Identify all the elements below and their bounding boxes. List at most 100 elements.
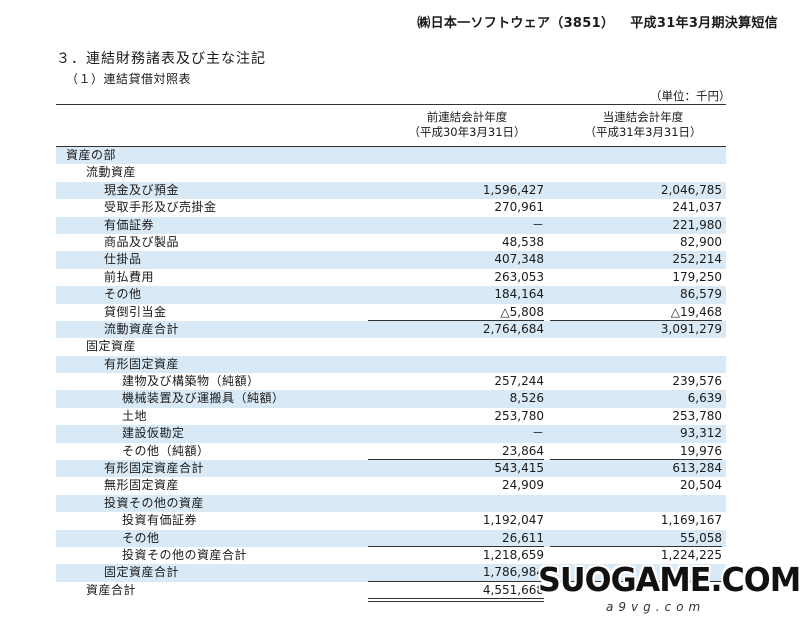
value-curr-year: 3,091,279 [660,321,722,336]
value-prev-year: 253,780 [494,408,544,423]
row-label: 投資有価証券 [122,513,198,528]
table-row: 仕掛品 407,348 252,214 [56,251,726,269]
subtotal-rule [550,319,722,321]
value-curr-year: 2,046,785 [660,182,722,197]
row-label: 資産合計 [86,582,137,597]
value-curr-year: 252,214 [672,252,722,267]
table-header-rule [56,146,726,147]
value-curr-year: △19,468 [670,304,722,319]
value-curr-year: 19,976 [680,443,722,458]
table-row: 資産の部 [56,147,726,165]
column-header-curr: 当連結会計年度 （平成31年3月31日） [558,110,728,140]
row-label: 固定資産合計 [104,565,180,580]
value-curr-year: 1,224,225 [660,547,722,562]
total-double-rule [368,601,544,603]
value-prev-year: 1,192,047 [482,513,544,528]
value-prev-year: 48,538 [502,234,544,249]
row-label: 受取手形及び売掛金 [104,200,217,215]
value-prev-year: 1,596,427 [482,182,544,197]
table-row: 固定資産 [56,338,726,355]
value-prev-year: △5,808 [500,304,544,319]
table-row: 投資有価証券 1,192,047 1,169,167 [56,512,726,529]
row-label: 資産の部 [66,148,117,162]
table-row: 建設仮勘定 － 93,312 [56,425,726,443]
row-label: 無形固定資産 [104,478,180,493]
table-row: 投資その他の資産合計 1,218,659 1,224,225 [56,547,726,564]
row-label: 有価証券 [104,217,155,232]
row-label: 貸倒引当金 [104,304,167,319]
value-prev-year: 1,786,984 [482,565,544,580]
value-prev-year: 2,764,684 [482,321,544,336]
table-row: 流動資産合計 2,764,684 3,091,279 [56,320,726,339]
subtotal-rule [368,459,544,461]
total-double-rule [368,598,544,600]
row-label: 流動資産合計 [104,321,180,336]
report-header: ㈱日本一ソフトウェア（3851） 平成31年3月期決算短信 [417,12,778,31]
value-curr-year: 239,576 [672,374,722,389]
subtotal-rule [368,319,544,321]
value-prev-year: 257,244 [494,374,544,389]
table-row: 前払費用 263,053 179,250 [56,269,726,286]
row-label: 前払費用 [104,269,155,284]
company-name: ㈱日本一ソフトウェア（3851） [417,16,615,31]
value-prev-year: 543,415 [494,461,544,476]
value-prev-year: 184,164 [494,287,544,302]
unit-label: （単位：千円） [650,89,731,103]
section-title: ３．連結財務諸表及び主な注記 [56,51,266,67]
table-row: 無形固定資産 24,909 20,504 [56,477,726,494]
row-label: その他（純額） [122,443,210,458]
table-row: その他 26,611 55,058 [56,529,726,547]
value-prev-year: 26,611 [502,530,544,545]
table-row: 受取手形及び売掛金 270,961 241,037 [56,199,726,216]
table-row: その他（純額） 23,864 19,976 [56,443,726,461]
value-prev-year: 8,526 [509,391,544,406]
value-curr-year: 179,250 [672,269,722,284]
value-prev-year: 4,551,668 [482,582,544,597]
value-curr-year: 613,284 [672,461,722,476]
row-label: 商品及び製品 [104,234,180,249]
row-label: 建物及び構築物（純額） [122,374,260,389]
subtotal-rule [550,459,722,461]
row-label: 機械装置及び運搬具（純額） [122,391,285,406]
value-curr-year: 1,169,167 [660,513,722,528]
balance-sheet-table: 資産の部流動資産現金及び預金 1,596,427 2,046,785 受取手形及び売掛… [56,147,726,603]
table-row: 有形固定資産合計 543,415 613,284 [56,460,726,478]
row-label: その他 [122,530,160,545]
column-header-prev-line2: （平成30年3月31日） [408,125,526,139]
value-prev-year: 270,961 [494,200,544,215]
value-curr-year: 241,037 [672,200,722,215]
value-prev-year: － [531,217,544,232]
value-curr-year: 6,639 [687,391,722,406]
table-top-rule [56,104,726,105]
column-header-curr-line2: （平成31年3月31日） [584,125,702,139]
value-curr-year: 86,579 [680,287,722,302]
subtotal-rule [368,580,544,582]
value-curr-year: 253,780 [672,408,722,423]
subtotal-rule [550,545,722,547]
column-header-curr-line1: 当連結会計年度 [602,110,684,124]
value-prev-year: 407,348 [494,252,544,267]
column-header-prev-line1: 前連結会計年度 [426,110,508,124]
watermark-logo: SUOGAME.COM [538,560,800,599]
row-label: 建設仮勘定 [122,426,185,441]
table-row: 有形固定資産 [56,355,726,374]
table-row: 投資その他の資産 [56,494,726,513]
table-row: その他 184,164 86,579 [56,286,726,304]
subtotal-rule [550,580,722,582]
row-label: 投資その他の資産合計 [122,547,248,562]
table-row: 土地 253,780 253,780 [56,408,726,425]
value-curr-year: 20,504 [680,478,722,493]
row-label: 現金及び預金 [104,182,180,197]
row-label: 有形固定資産 [104,356,180,371]
row-label: 仕掛品 [104,252,142,267]
value-prev-year: － [531,426,544,441]
table-row: 有価証券 － 221,980 [56,216,726,234]
value-curr-year: 221,980 [672,217,722,232]
value-prev-year: 23,864 [502,443,544,458]
row-label: 土地 [122,408,148,423]
row-label: 流動資産 [86,165,137,180]
watermark: SUOGAME.COM a9vg.com [538,556,800,630]
table-row: 機械装置及び運搬具（純額） 8,526 6,639 [56,390,726,408]
table-row: 流動資産 [56,164,726,181]
table-row: 固定資産合計 1,786,984 [56,564,726,582]
